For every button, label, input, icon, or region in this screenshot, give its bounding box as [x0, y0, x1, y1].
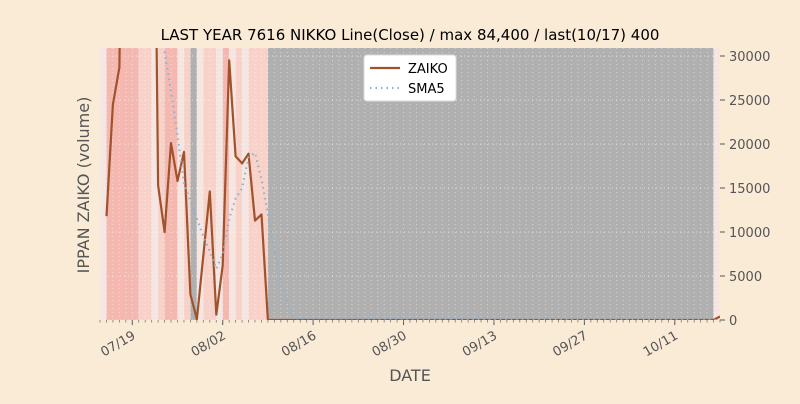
legend-label-zaiko: ZAIKO: [408, 62, 448, 77]
shaded-span-8: [190, 48, 197, 320]
y-tick-label: 30000: [729, 50, 770, 65]
x-tick-label: 09/27: [550, 328, 590, 360]
series-line-sma5: [163, 51, 720, 320]
x-tick-label: 08/30: [370, 328, 410, 360]
grid-lines: [100, 48, 720, 320]
y-tick-label: 15000: [729, 182, 770, 197]
legend-box: [363, 54, 457, 102]
x-tick-label: 08/02: [189, 328, 229, 360]
shaded-span-2: [138, 48, 152, 320]
shaded-span-6: [177, 48, 184, 320]
series-lines: [105, 48, 720, 320]
x-tick-label: 10/11: [641, 328, 681, 360]
x-tick-label: 07/19: [98, 328, 138, 360]
legend: ZAIKO SMA5: [363, 54, 457, 102]
chart-title: LAST YEAR 7616 NIKKO Line(Close) / max 8…: [161, 26, 660, 44]
series-line-zaiko: [105, 48, 720, 320]
shaded-span-5: [164, 48, 178, 320]
x-tick-label: 09/13: [460, 328, 500, 360]
y-tick-label: 20000: [729, 138, 770, 153]
shaded-span-18: [713, 48, 720, 320]
shaded-span-1: [106, 48, 139, 320]
shaded-span-0: [100, 48, 107, 320]
y-tick-label: 0: [729, 314, 737, 329]
shaded-span-11: [216, 48, 223, 320]
shaded-span-4: [158, 48, 165, 320]
x-axis-label: DATE: [389, 366, 431, 385]
y-tick-label: 10000: [729, 226, 770, 241]
legend-label-sma5: SMA5: [408, 82, 445, 97]
x-tick-label: 08/16: [279, 328, 319, 360]
shaded-span-9: [196, 48, 204, 320]
shaded-span-14: [235, 48, 243, 320]
y-tick-label: 25000: [729, 94, 770, 109]
shaded-span-15: [242, 48, 249, 320]
y-tick-label: 5000: [729, 270, 762, 285]
y-axis-label: IPPAN ZAIKO (volume): [74, 97, 93, 274]
shaded-span-7: [183, 48, 191, 320]
shaded-span-3: [151, 48, 159, 320]
shaded-span-17: [267, 48, 714, 320]
shaded-span-13: [229, 48, 236, 320]
